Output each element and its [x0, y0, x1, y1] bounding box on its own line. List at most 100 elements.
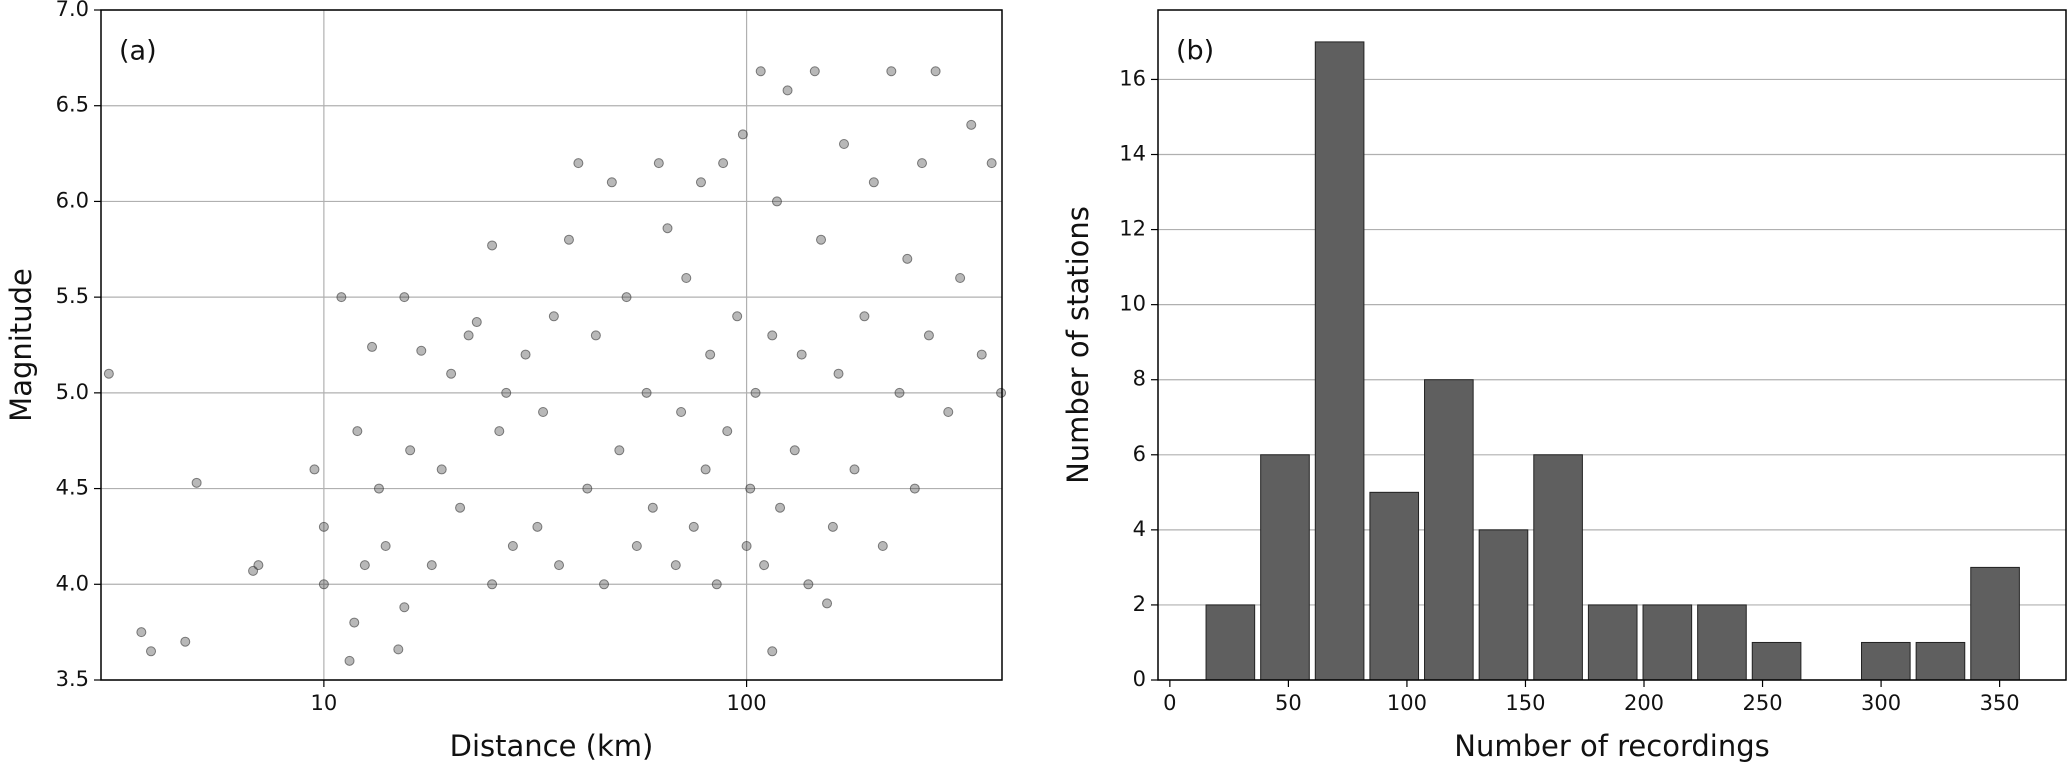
point	[641, 387, 652, 398]
bar	[1205, 604, 1256, 681]
y-tick-label: 4.5	[56, 476, 89, 500]
point	[767, 646, 778, 657]
point	[966, 119, 977, 130]
bar	[1915, 641, 1966, 681]
point	[976, 349, 987, 360]
point	[647, 502, 658, 513]
bar	[1533, 454, 1583, 681]
point	[614, 445, 625, 456]
x-axis-label: Distance (km)	[450, 729, 654, 763]
point	[902, 253, 913, 264]
point	[838, 139, 849, 149]
y-tick-label: 6.5	[56, 93, 89, 117]
bar	[1751, 641, 1802, 681]
x-tick-label: 100	[727, 691, 767, 715]
point	[599, 579, 610, 590]
x-tick-label: 50	[1275, 691, 1302, 715]
point	[507, 541, 518, 551]
point	[759, 560, 770, 571]
point	[501, 387, 512, 398]
point	[955, 273, 966, 283]
point	[833, 368, 844, 379]
point	[582, 483, 593, 494]
point	[180, 636, 191, 647]
point	[352, 426, 363, 437]
point	[859, 311, 870, 322]
x-tick-label: 150	[1505, 691, 1545, 715]
point	[803, 579, 814, 590]
point	[426, 560, 437, 571]
point	[930, 66, 941, 77]
x-tick-label: 200	[1624, 691, 1664, 715]
point	[416, 345, 427, 356]
point	[573, 158, 584, 169]
point	[380, 541, 391, 551]
bar	[1369, 491, 1420, 681]
bar	[1861, 641, 1911, 681]
point	[336, 292, 347, 303]
y-axis-label: Magnitude	[4, 268, 38, 422]
point	[393, 644, 404, 655]
point	[563, 234, 574, 245]
point	[822, 598, 833, 609]
y-axis-label: Number of stations	[1061, 206, 1095, 484]
point	[722, 426, 733, 437]
point	[344, 655, 355, 666]
y-tick-label: 6.0	[56, 188, 89, 212]
point	[827, 521, 838, 532]
point	[796, 349, 807, 360]
point	[771, 196, 782, 207]
point	[894, 387, 905, 398]
bar	[1260, 454, 1310, 681]
point	[816, 234, 827, 245]
y-tick-label: 0	[1133, 667, 1146, 691]
point	[309, 464, 320, 475]
point	[711, 579, 722, 590]
point	[318, 579, 329, 590]
point	[718, 158, 729, 169]
point	[705, 349, 716, 360]
panel-label: (b)	[1176, 36, 1214, 67]
axes-frame	[100, 9, 1003, 681]
y-tick-label: 8	[1133, 367, 1146, 391]
panel-label: (a)	[119, 36, 157, 67]
y-tick-label: 7.0	[56, 0, 89, 21]
bar	[1314, 41, 1365, 681]
point	[782, 85, 793, 96]
bar	[1697, 604, 1747, 681]
x-axis-label: Number of recordings	[1454, 729, 1769, 763]
point	[405, 445, 416, 456]
point	[471, 317, 482, 328]
x-tick-label: 10	[311, 691, 338, 715]
bar	[1478, 529, 1529, 681]
y-tick-label: 5.5	[56, 284, 89, 308]
point	[359, 560, 370, 571]
point	[487, 240, 498, 251]
x-tick-label: 100	[1387, 691, 1427, 715]
y-tick-label: 5.0	[56, 380, 89, 404]
y-tick-label: 3.5	[56, 667, 89, 691]
point	[670, 560, 681, 571]
bar	[1424, 379, 1474, 681]
point	[590, 330, 601, 341]
point	[191, 477, 202, 488]
point	[917, 158, 928, 169]
point	[775, 502, 786, 513]
point	[446, 368, 457, 379]
point	[923, 330, 934, 341]
bar	[1587, 604, 1638, 681]
point	[695, 177, 706, 188]
point	[399, 292, 410, 303]
y-tick-label: 4.0	[56, 571, 89, 595]
x-tick-label: 350	[1980, 691, 2020, 715]
y-tick-label: 16	[1119, 66, 1146, 90]
point	[606, 177, 617, 188]
point	[463, 330, 474, 341]
bar	[1642, 604, 1693, 681]
point	[318, 521, 329, 532]
point	[737, 129, 748, 140]
point	[662, 223, 673, 234]
point	[399, 602, 410, 613]
point	[146, 646, 157, 657]
